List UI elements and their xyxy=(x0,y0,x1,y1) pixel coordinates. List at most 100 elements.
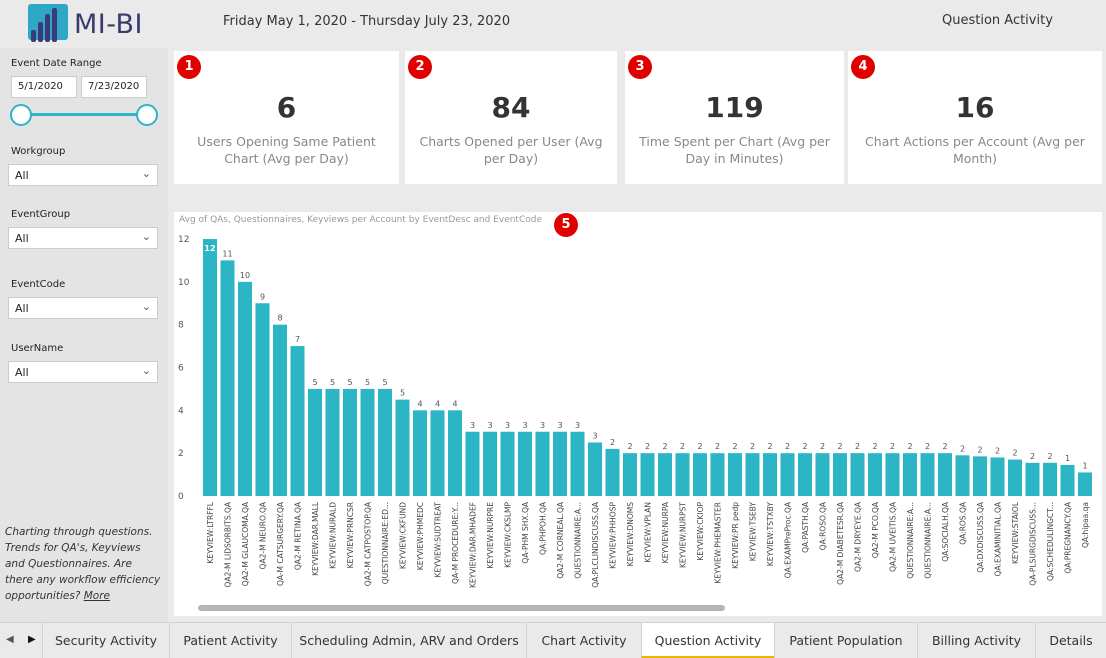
chart-bar[interactable] xyxy=(605,448,620,496)
x-category-label: QA2-M PCO.QA xyxy=(871,501,880,558)
bar-data-label: 4 xyxy=(435,399,440,408)
chart-bar[interactable] xyxy=(955,455,970,496)
chart-bar[interactable] xyxy=(885,453,900,496)
chart-bar[interactable] xyxy=(710,453,725,496)
chart-bar[interactable] xyxy=(1078,472,1092,496)
chart-bar[interactable] xyxy=(500,431,515,496)
start-date-input[interactable]: 5/1/2020 xyxy=(11,76,77,98)
chart-bar[interactable] xyxy=(430,410,445,496)
bar-data-label: 2 xyxy=(837,442,842,451)
username-dropdown[interactable]: All ⌄ xyxy=(8,361,158,383)
tab-patient-activity[interactable]: Patient Activity xyxy=(169,623,291,658)
bar-data-label: 3 xyxy=(557,421,562,430)
chart-bar[interactable] xyxy=(465,431,480,496)
chart-bar[interactable] xyxy=(255,303,270,496)
chart-bar[interactable] xyxy=(483,431,497,496)
chart-bar[interactable] xyxy=(1043,462,1057,496)
x-category-label: KEYVIEW:PHEMASTER xyxy=(714,502,723,584)
eventcode-dropdown[interactable]: All ⌄ xyxy=(8,297,158,319)
tab-security-activity[interactable]: Security Activity xyxy=(42,623,169,658)
workgroup-dropdown[interactable]: All ⌄ xyxy=(8,164,158,186)
chart-bar[interactable] xyxy=(1025,462,1040,496)
chart-bar[interactable] xyxy=(553,431,567,496)
chart-bar[interactable] xyxy=(973,456,987,496)
kpi-card-chart-actions: 4 16 Chart Actions per Account (Avg per … xyxy=(848,51,1102,184)
chart-bar[interactable] xyxy=(815,453,830,496)
x-category-label: KEYVIEW:NURPRE xyxy=(486,502,495,569)
chart-bar[interactable] xyxy=(675,453,690,496)
chart-bar[interactable] xyxy=(868,453,882,496)
tab-question-activity[interactable]: Question Activity xyxy=(641,623,774,658)
card-label: Users Opening Same Patient Chart (Avg pe… xyxy=(197,134,376,166)
chart-bar[interactable] xyxy=(850,453,865,496)
x-category-label: QA2-M NEURO.QA xyxy=(259,501,268,569)
tab-next-icon[interactable]: ▶ xyxy=(28,634,36,645)
chart-bar[interactable] xyxy=(780,453,795,496)
bar-data-label: 3 xyxy=(592,431,597,440)
chart-bar[interactable] xyxy=(395,399,410,496)
chart-bar[interactable] xyxy=(360,388,375,496)
bar-data-label: 2 xyxy=(750,442,755,451)
chart-bar[interactable] xyxy=(938,453,952,496)
tab-details[interactable]: Details xyxy=(1035,623,1106,658)
note-more-link[interactable]: More xyxy=(83,590,110,602)
bar-data-label: 2 xyxy=(942,442,947,451)
chart-bar[interactable] xyxy=(640,453,655,496)
tab-patient-population[interactable]: Patient Population xyxy=(774,623,917,658)
chart-bar[interactable] xyxy=(203,239,217,496)
chart-bar[interactable] xyxy=(693,453,707,496)
chart-bar[interactable] xyxy=(728,453,742,496)
chart-bar[interactable] xyxy=(658,453,672,496)
chart-bar[interactable] xyxy=(535,431,550,496)
chevron-down-icon: ⌄ xyxy=(141,300,151,313)
username-value: All xyxy=(15,366,29,379)
date-range-text: Friday May 1, 2020 - Thursday July 23, 2… xyxy=(223,14,511,29)
chart-bar[interactable] xyxy=(798,453,812,496)
chart-title: Avg of QAs, Questionnaires, Keyviews per… xyxy=(179,215,543,225)
chart-bar[interactable] xyxy=(623,453,637,496)
chart-bar[interactable] xyxy=(290,346,305,496)
chart-bar[interactable] xyxy=(1008,459,1022,496)
tab-billing-activity[interactable]: Billing Activity xyxy=(917,623,1035,658)
chart-bar[interactable] xyxy=(990,457,1005,496)
bar-data-label: 5 xyxy=(365,378,370,387)
chart-bar[interactable] xyxy=(745,453,760,496)
x-category-label: QA2-M UVEITIS.QA xyxy=(889,501,898,572)
chart-bar[interactable] xyxy=(220,260,235,496)
chart-bar[interactable] xyxy=(448,410,462,496)
eventgroup-dropdown[interactable]: All ⌄ xyxy=(8,227,158,249)
charting-note: Charting through questions. Trends for Q… xyxy=(5,524,163,604)
chart-bar[interactable] xyxy=(920,453,935,496)
chart-horizontal-scrollbar[interactable] xyxy=(198,605,725,611)
bar-data-label: 3 xyxy=(540,421,545,430)
event-date-range-label: Event Date Range xyxy=(11,58,102,69)
chart-bar[interactable] xyxy=(308,388,322,496)
end-date-input[interactable]: 7/23/2020 xyxy=(81,76,147,98)
tab-chart-activity[interactable]: Chart Activity xyxy=(526,623,641,658)
bar-data-label: 1 xyxy=(1065,454,1070,463)
tab-scheduling-admin[interactable]: Scheduling Admin, ARV and Orders xyxy=(291,623,526,658)
chart-bar[interactable] xyxy=(325,388,340,496)
chart-bar[interactable] xyxy=(378,388,392,496)
chart-bar[interactable] xyxy=(413,410,427,496)
chart-bar[interactable] xyxy=(763,453,777,496)
date-slider-start-handle[interactable] xyxy=(10,104,32,126)
date-range-slider-track[interactable] xyxy=(20,113,146,116)
chart-bar[interactable] xyxy=(518,431,532,496)
chart-bar[interactable] xyxy=(570,431,585,496)
chart-bar[interactable] xyxy=(273,324,287,496)
chart-bar[interactable] xyxy=(833,453,847,496)
x-category-label: QUESTIONNAIRE:A... xyxy=(924,502,933,579)
card-number-badge: 1 xyxy=(177,55,201,79)
bar-data-label: 12 xyxy=(204,244,215,253)
chart-bar[interactable] xyxy=(343,388,357,496)
chart-bar[interactable] xyxy=(238,281,252,496)
date-slider-end-handle[interactable] xyxy=(136,104,158,126)
chart-bar[interactable] xyxy=(588,442,602,496)
x-category-label: KEYVIEW:VPLAN xyxy=(644,502,653,563)
chart-bar[interactable] xyxy=(903,453,917,496)
chart-bar[interactable] xyxy=(1060,464,1075,496)
tab-prev-icon[interactable]: ◀ xyxy=(6,634,14,645)
bar-data-label: 3 xyxy=(522,421,527,430)
x-category-label: QUESTIONNAIRE:A... xyxy=(906,502,915,579)
